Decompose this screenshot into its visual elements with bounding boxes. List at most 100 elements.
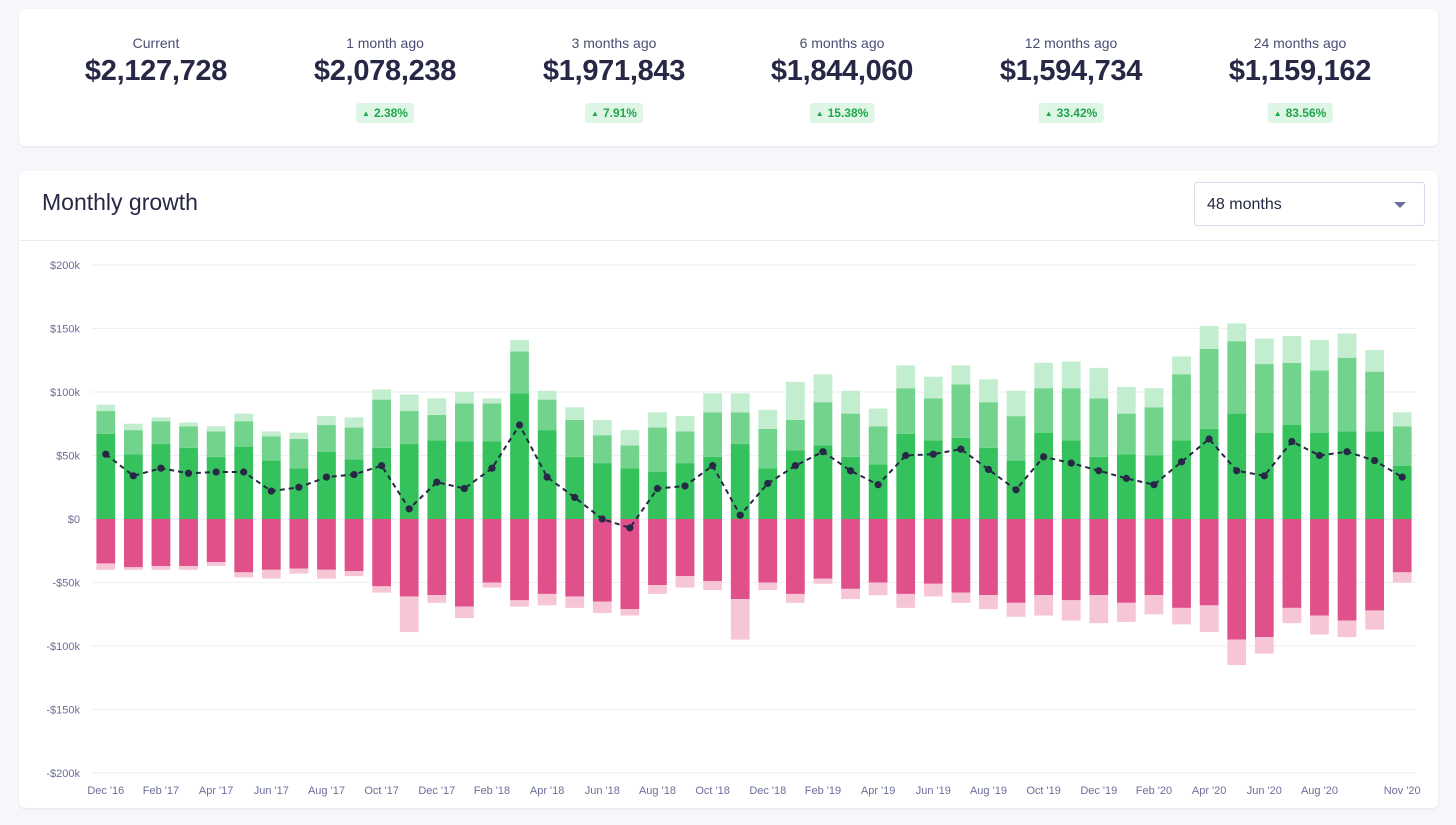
bar-segment	[510, 393, 529, 519]
bar-segment	[1337, 620, 1357, 638]
bar-segment	[454, 441, 474, 519]
bar-segment	[648, 585, 667, 594]
bar-segment	[317, 416, 336, 426]
y-tick-label: -$150k	[46, 705, 80, 717]
bar-segment	[979, 595, 998, 610]
bar-segment	[675, 519, 695, 577]
bar-segment	[1034, 519, 1054, 596]
bar-segment	[592, 435, 612, 464]
net-growth-point	[1177, 458, 1186, 466]
bar-segment	[896, 388, 916, 434]
bar-segment	[372, 389, 392, 400]
bar-segment	[537, 390, 557, 400]
bar-segment	[1144, 407, 1164, 456]
bar-segment	[785, 450, 805, 519]
net-growth-point	[350, 470, 358, 479]
bar-segment	[1116, 519, 1136, 603]
bar-segment	[123, 423, 143, 431]
net-growth-point	[1233, 467, 1241, 475]
bar-segment	[813, 519, 833, 579]
bar-segment	[1227, 519, 1247, 640]
bar-segment	[648, 472, 667, 519]
bar-segment	[1227, 323, 1247, 342]
bar-segment	[1116, 413, 1136, 455]
bar-segment	[758, 428, 778, 469]
bar-segment	[1365, 371, 1385, 432]
net-growth-point	[488, 464, 496, 472]
bar-segment	[648, 427, 667, 473]
bar-segment	[1337, 333, 1357, 358]
y-tick-label: $100k	[50, 387, 80, 399]
bar-segment	[399, 519, 419, 597]
bar-segment	[565, 596, 585, 608]
bar-segment	[841, 413, 860, 457]
bar-segment	[1392, 412, 1412, 427]
bar-segment	[1061, 388, 1081, 441]
bar-segment	[1365, 610, 1385, 630]
bar-segment	[151, 444, 171, 519]
net-growth-point	[405, 505, 413, 513]
net-growth-point	[1122, 474, 1130, 482]
net-growth-point	[515, 421, 524, 429]
bar-segment	[454, 403, 474, 442]
bar-segment	[565, 456, 585, 519]
bar-segment	[1089, 367, 1109, 399]
bar-segment	[206, 456, 226, 519]
net-growth-point	[295, 483, 303, 491]
bar-segment	[1282, 336, 1302, 363]
bar-segment	[565, 519, 585, 597]
net-growth-point	[984, 465, 993, 474]
bar-segment	[1337, 519, 1357, 621]
bar-segment	[372, 399, 392, 448]
net-growth-point	[681, 482, 689, 490]
metric-3: 6 months ago $1,844,060 ▲ 15.38%	[742, 9, 942, 146]
caret-up-icon: ▲	[591, 109, 599, 118]
bar-segment	[1089, 595, 1109, 624]
net-growth-point	[819, 448, 827, 456]
x-tick-label: Aug '18	[639, 785, 676, 797]
caret-up-icon: ▲	[1273, 109, 1282, 118]
bar-segment	[1034, 432, 1054, 519]
net-growth-point	[1067, 459, 1075, 467]
metric-value: $2,127,728	[84, 55, 228, 87]
x-tick-label: Apr '18	[530, 785, 565, 797]
bar-segment	[454, 392, 474, 404]
bar-segment	[923, 376, 943, 399]
summary-card: Current $2,127,728 1 month ago $2,078,238 ▲ 2…	[19, 9, 1438, 146]
net-growth-point	[240, 468, 248, 476]
x-tick-label: Oct '18	[695, 785, 730, 797]
change-value: 2.38%	[373, 106, 408, 120]
metric-value: $1,844,060	[770, 55, 914, 87]
bar-segment	[1006, 416, 1026, 461]
metric-label: Current	[132, 35, 180, 51]
bar-segment	[96, 404, 116, 412]
bar-segment	[1172, 607, 1191, 625]
bar-segment	[813, 578, 833, 584]
x-tick-label: Aug '20	[1301, 785, 1338, 797]
bar-segment	[510, 600, 529, 607]
metric-label: 12 months ago	[1024, 35, 1118, 51]
x-tick-label: Jun '19	[916, 785, 951, 797]
net-growth-point	[1343, 448, 1351, 456]
bar-segment	[344, 571, 364, 577]
bar-segment	[344, 417, 364, 428]
bar-segment	[151, 417, 171, 422]
change-badge: ▲ 83.56%	[1267, 103, 1333, 123]
bar-segment	[620, 468, 640, 519]
bar-segment	[730, 393, 750, 413]
caret-up-icon: ▲	[815, 109, 824, 118]
bar-segment	[592, 519, 612, 602]
bar-segment	[648, 412, 667, 428]
bar-segment	[951, 592, 971, 603]
x-tick-label: Oct '17	[364, 785, 399, 797]
bar-segment	[1089, 519, 1109, 596]
change-badge: ▲ 7.91%	[585, 103, 643, 123]
range-select[interactable]: 48 months	[1194, 182, 1425, 226]
net-growth-point	[378, 462, 386, 470]
bar-segment	[234, 421, 254, 447]
bar-segment	[317, 569, 336, 579]
y-tick-label: $200k	[50, 260, 80, 272]
y-tick-label: -$200k	[46, 768, 80, 780]
bar-segment	[289, 438, 309, 469]
bar-segment	[427, 398, 447, 415]
